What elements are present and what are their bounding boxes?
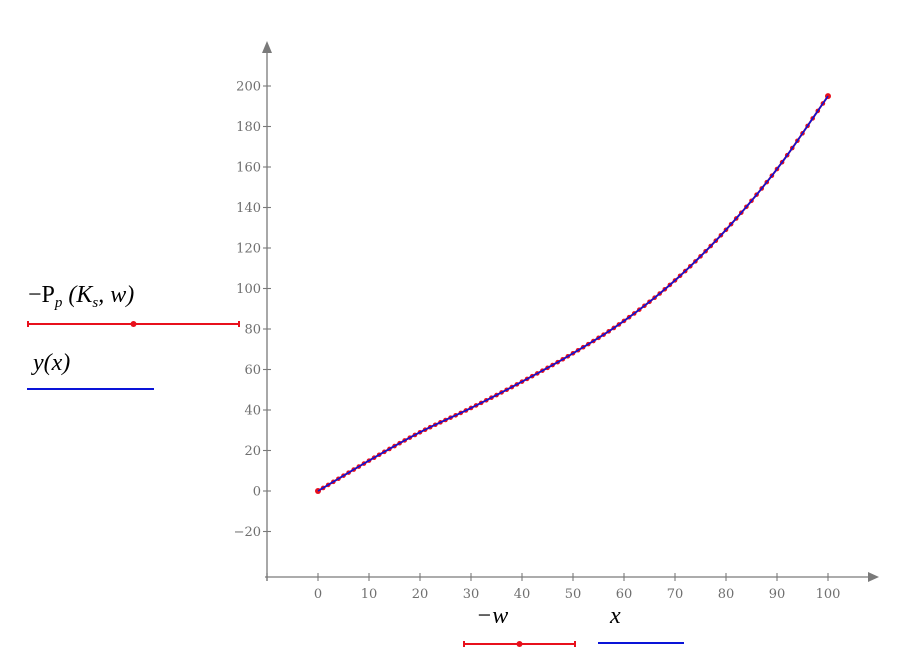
y-tick-label: 120	[236, 242, 261, 257]
y-tick-label: 140	[236, 201, 261, 216]
label-prefix: −P	[28, 282, 55, 308]
x-tick-label: 80	[718, 587, 735, 602]
y-tick-label: 100	[236, 282, 261, 297]
x-legend-label-x[interactable]: x	[610, 603, 621, 630]
y-legend-label-neg-pp[interactable]: −Pp (Ks, w)	[28, 282, 134, 312]
legend-lines	[27, 321, 684, 647]
x-tick-label: 90	[769, 587, 786, 602]
x-tick-label: 60	[616, 587, 633, 602]
x-tick-label: 30	[463, 587, 480, 602]
axes	[262, 41, 879, 582]
x-tick-label: 50	[565, 587, 582, 602]
label-text: −w	[476, 603, 509, 629]
label-args: (K	[68, 282, 93, 308]
label-args-sub: s	[92, 295, 99, 311]
label-text: x	[610, 603, 621, 629]
y-tick-label: 180	[236, 120, 261, 135]
x-tick-label: 10	[361, 587, 378, 602]
series-y-of-x	[317, 95, 829, 492]
x-legend-swatch-neg-w-marker	[516, 641, 523, 647]
x-tick-label: 0	[314, 587, 322, 602]
y-tick-label: 0	[253, 485, 261, 500]
y-tick-label: 20	[244, 444, 261, 459]
y-legend-label-y-of-x[interactable]: y(x)	[33, 350, 70, 377]
y-legend-swatch-neg-pp-marker	[130, 321, 137, 327]
y-axis-arrow-icon	[262, 41, 272, 53]
x-tick-label: 70	[667, 587, 684, 602]
y-tick-label: 80	[244, 323, 261, 338]
series-y-of-x-line	[317, 95, 829, 492]
x-tick-label: 20	[412, 587, 429, 602]
label-args-rest: , w)	[98, 282, 135, 308]
ticks: −20 0 20 40 60 80 100 120 140 160 180 200 0 10 20 30 40 5…	[234, 80, 841, 603]
x-tick-label: 100	[816, 587, 841, 602]
y-tick-label: 200	[236, 80, 261, 95]
y-tick-label: 40	[244, 404, 261, 419]
label-text: y(x)	[33, 350, 71, 376]
y-tick-label: 160	[236, 161, 261, 176]
series-neg-pp-line	[317, 95, 829, 492]
y-tick-label: 60	[244, 363, 261, 378]
x-tick-label: 40	[514, 587, 531, 602]
x-axis-arrow-icon	[868, 572, 879, 582]
x-legend-label-neg-w[interactable]: −w	[476, 603, 508, 630]
y-tick-label: −20	[234, 525, 261, 540]
series-neg-pp	[315, 93, 831, 494]
label-sub: p	[54, 295, 63, 311]
